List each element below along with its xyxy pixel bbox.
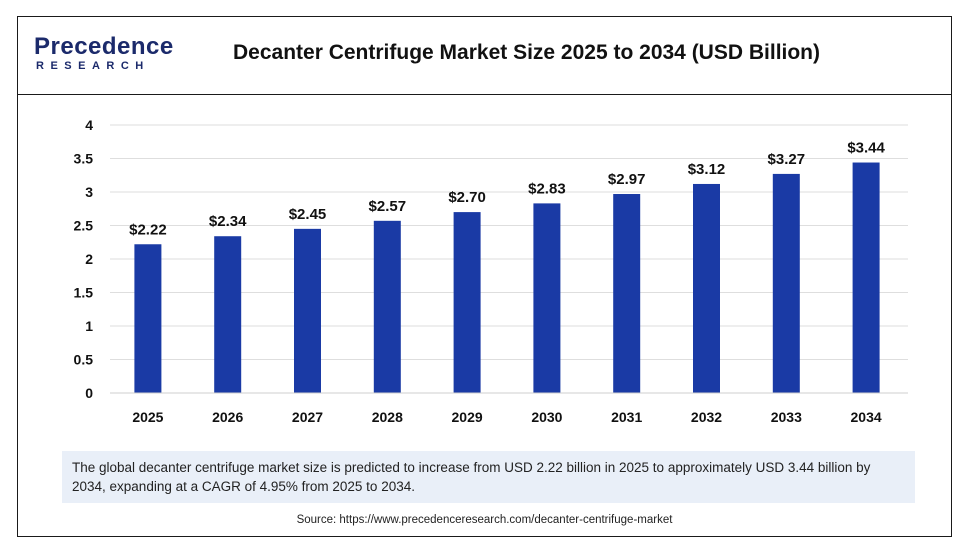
y-tick-label: 1: [85, 318, 93, 334]
bar-chart: 0 0.5 1 1.5 2 2.5 3 3.5 4 $2.22 2025 $2.34 2026 $2.45…: [74, 117, 908, 425]
bar: [852, 162, 880, 393]
y-tick-label: 1.5: [74, 285, 94, 301]
bar: [294, 228, 321, 393]
data-label: $2.45: [289, 206, 327, 223]
x-tick-label: 2031: [611, 409, 642, 425]
bar: [533, 203, 561, 393]
data-label: $2.22: [129, 221, 167, 238]
x-tick-label: 2025: [132, 409, 163, 425]
x-tick-label: 2028: [372, 409, 403, 425]
brand-logo: Precedence RESEARCH: [34, 34, 174, 73]
y-tick-label: 2.5: [74, 218, 94, 234]
x-tick-label: 2026: [212, 409, 243, 425]
data-label: $2.57: [369, 198, 407, 215]
y-tick-label: 3.5: [74, 151, 94, 167]
y-tick-label: 3: [85, 184, 93, 200]
y-tick-label: 2: [85, 251, 93, 267]
data-label: $2.70: [448, 189, 486, 206]
data-label: $2.34: [209, 213, 247, 230]
chart-header: Precedence RESEARCH Decanter Centrifuge …: [18, 17, 951, 95]
source-line: Source: https://www.precedenceresearch.c…: [296, 514, 673, 526]
bar: [453, 212, 481, 393]
y-tick-label: 0.5: [74, 352, 94, 368]
data-label: $2.83: [528, 180, 566, 197]
x-tick-label: 2033: [771, 409, 802, 425]
bar: [134, 244, 162, 393]
x-tick-label: 2029: [452, 409, 483, 425]
summary-note: The global decanter centrifuge market si…: [62, 451, 915, 503]
data-label: $3.12: [688, 161, 726, 178]
bar: [772, 173, 800, 393]
chart-frame: Precedence RESEARCH Decanter Centrifuge …: [17, 16, 952, 537]
x-tick-label: 2034: [851, 409, 882, 425]
logo-subtext: RESEARCH: [36, 60, 150, 72]
y-tick-label: 4: [85, 117, 93, 133]
chart-title: Decanter Centrifuge Market Size 2025 to …: [233, 41, 821, 64]
x-tick-label: 2027: [292, 409, 323, 425]
bar: [613, 194, 641, 393]
data-label: $3.27: [768, 151, 806, 168]
x-tick-label: 2030: [531, 409, 562, 425]
x-tick-label: 2032: [691, 409, 722, 425]
bar: [214, 236, 242, 393]
y-tick-label: 0: [85, 385, 93, 401]
logo-wordmark: Precedence: [34, 33, 174, 60]
bar: [693, 183, 720, 393]
bar: [373, 220, 401, 393]
data-label: $2.97: [608, 171, 646, 188]
data-label: $3.44: [847, 140, 885, 157]
